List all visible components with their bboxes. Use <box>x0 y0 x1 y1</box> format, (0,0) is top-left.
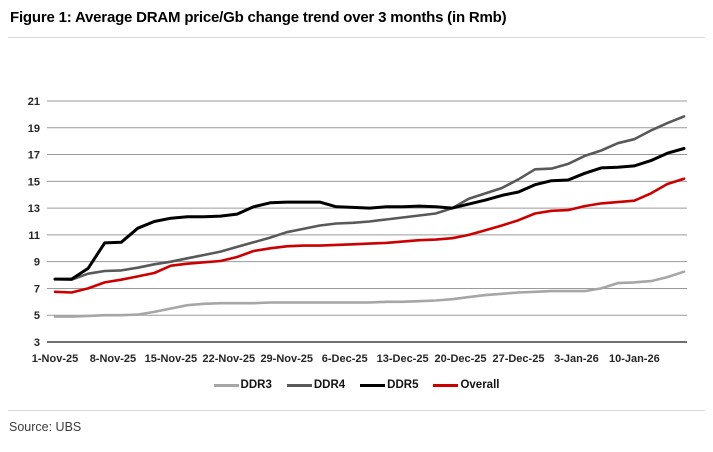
y-tick-label-7: 7 <box>34 283 40 295</box>
x-tick-label-6: 13-Dec-25 <box>377 353 429 365</box>
line-chart: 3 5 7 9 11 13 15 17 19 21 1-Nov-25 8-Nov-25 15-Nov-2… <box>28 96 687 365</box>
legend-swatch-ddr4 <box>286 383 312 387</box>
series-line-overall <box>53 177 686 294</box>
y-tick-label-19: 19 <box>28 123 40 135</box>
x-tick-label-9: 3-Jan-26 <box>554 353 599 365</box>
x-tick-label-2: 15-Nov-25 <box>145 353 198 365</box>
y-tick-label-11: 11 <box>28 230 40 242</box>
x-tick-label-1: 8-Nov-25 <box>90 353 136 365</box>
legend-label-ddr3: DDR3 <box>240 379 272 391</box>
y-tick-label-13: 13 <box>28 203 40 215</box>
figure-title: Figure 1: Average DRAM price/Gb change t… <box>10 9 507 26</box>
legend-label-ddr4: DDR4 <box>313 379 346 391</box>
x-tick-label-4: 29-Nov-25 <box>260 353 313 365</box>
legend-label-ddr5: DDR5 <box>387 379 419 391</box>
source-note: Source: UBS <box>9 420 82 434</box>
x-tick-label-5: 6-Dec-25 <box>322 353 368 365</box>
y-tick-label-5: 5 <box>34 310 40 322</box>
legend-label-overall: Overall <box>460 379 500 391</box>
legend-swatch-ddr5 <box>360 383 386 387</box>
y-tick-label-3: 3 <box>34 337 40 349</box>
chart-legend: DDR3 DDR4 DDR5 Overall <box>0 379 713 391</box>
x-tick-label-8: 27-Dec-25 <box>492 353 544 365</box>
y-tick-label-15: 15 <box>28 176 40 188</box>
x-tick-label-7: 20-Dec-25 <box>435 353 487 365</box>
series-line-ddr4 <box>53 115 686 281</box>
x-tick-label-3: 22-Nov-25 <box>203 353 256 365</box>
legend-item-ddr4: DDR4 <box>286 379 346 391</box>
legend-swatch-overall <box>433 383 459 387</box>
legend-item-overall: Overall <box>433 379 499 391</box>
legend-item-ddr3: DDR3 <box>213 379 272 391</box>
footer-divider <box>8 410 705 411</box>
x-tick-label-10: 10-Jan-26 <box>609 353 660 365</box>
title-divider <box>8 37 705 38</box>
series-line-ddr5 <box>53 147 686 281</box>
y-tick-label-17: 17 <box>28 150 40 162</box>
x-tick-label-0: 1-Nov-25 <box>32 353 78 365</box>
legend-swatch-ddr3 <box>213 383 239 387</box>
y-tick-label-9: 9 <box>34 257 40 269</box>
y-tick-label-21: 21 <box>28 96 40 108</box>
series-line-ddr3 <box>53 270 686 318</box>
legend-item-ddr5: DDR5 <box>360 379 418 391</box>
